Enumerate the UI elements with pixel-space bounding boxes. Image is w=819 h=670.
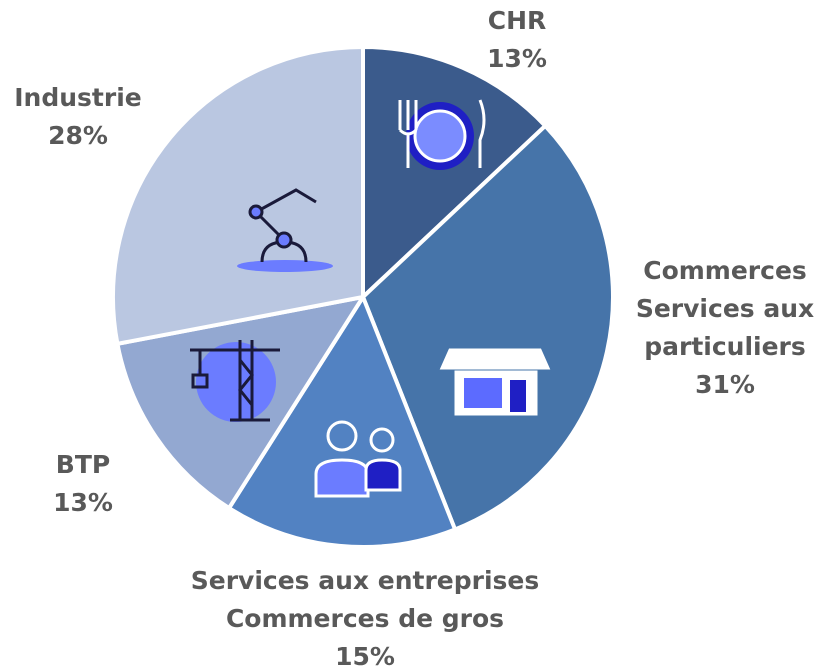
label-line: 15%: [335, 642, 395, 670]
icon-cutlery: [398, 99, 486, 168]
icon-person: [369, 427, 395, 453]
icon-joint: [248, 204, 264, 220]
value-label: 31%: [695, 370, 755, 399]
label-line: 28%: [48, 121, 108, 150]
value-label: 13%: [487, 44, 547, 73]
category-label: Services aux entreprises Commerces de gro…: [191, 566, 540, 633]
label-line: BTP: [56, 450, 110, 479]
label-line: CHR: [488, 6, 547, 35]
icon-person: [326, 420, 358, 452]
icon-base: [237, 260, 333, 272]
category-label: BTP: [56, 450, 110, 479]
icon-window: [464, 378, 502, 408]
category-label: Industrie: [14, 83, 141, 112]
icon-disc: [196, 342, 276, 422]
category-label: Commerces Services aux particuliers: [636, 256, 814, 361]
value-label: 15%: [335, 642, 395, 670]
value-label: 13%: [53, 488, 113, 517]
icon-load: [191, 373, 209, 389]
label-line: Commerces: [643, 256, 807, 285]
slice: [111, 45, 365, 346]
icon-joint: [275, 231, 293, 249]
label-line: 13%: [487, 44, 547, 73]
label-line: 31%: [695, 370, 755, 399]
label-line: Services aux: [636, 294, 814, 323]
icons: [190, 99, 551, 498]
label-line: Commerces de gros: [226, 604, 504, 633]
icon-body: [314, 458, 370, 498]
label-line: Industrie: [14, 83, 141, 112]
icon-crane: [190, 340, 280, 422]
labels: CHR 13% Commerces Services aux particuliers 3…: [14, 6, 814, 670]
icon-awning: [439, 348, 551, 370]
slice: [361, 123, 615, 532]
value-label: 28%: [48, 121, 108, 150]
category-label: CHR: [488, 6, 547, 35]
label-line: 13%: [53, 488, 113, 517]
label-line: particuliers: [644, 332, 806, 361]
icon-body: [364, 458, 402, 492]
label-line: Services aux entreprises: [191, 566, 540, 595]
icon-plate-inner: [413, 109, 467, 163]
icon-door: [510, 380, 526, 412]
